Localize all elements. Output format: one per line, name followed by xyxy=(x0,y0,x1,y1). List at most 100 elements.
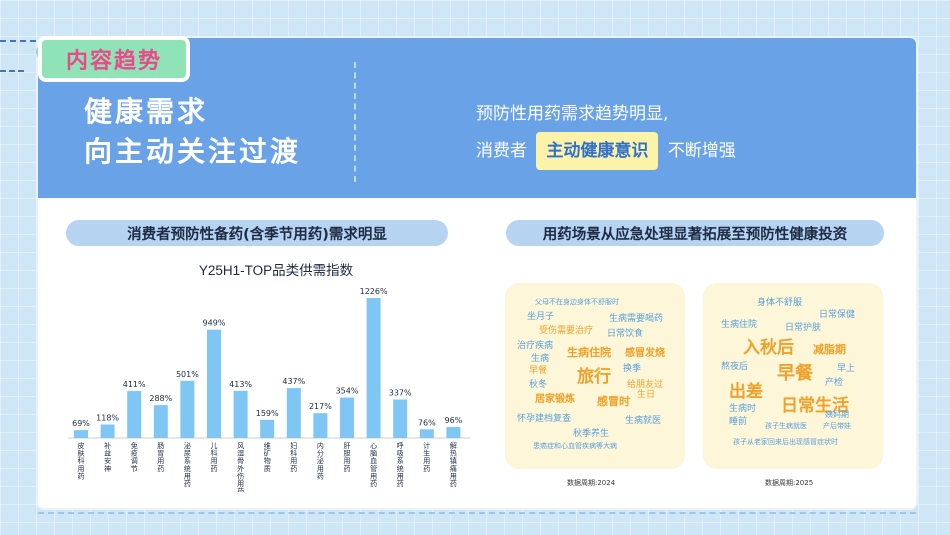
bar-计生用药 xyxy=(419,429,434,438)
category-label: 肝胆用药 xyxy=(344,442,351,473)
bar-value-label: 411% xyxy=(123,380,146,389)
cloud-word: 治疗疾病 xyxy=(517,341,554,351)
word-cloud-2024: 父母不在身边身体不舒服时 坐月子 生病需要喝药 受伤需要治疗 日常饮食 治疗疾病 生病住院感… xyxy=(505,283,685,469)
cloud-word: 日常生活 xyxy=(781,396,849,416)
subtitle-pre: 消费者 xyxy=(476,141,527,161)
cloud-word: 出差 xyxy=(729,382,763,402)
header-divider xyxy=(354,62,356,182)
bar-value-label: 159% xyxy=(256,409,279,418)
bar-肠胃用药 xyxy=(153,405,168,438)
cloud-word: 孩子从老家回来后出现感冒症状时 xyxy=(733,438,838,446)
bar-呼吸系统用药 xyxy=(393,399,408,438)
left-section-heading: 消费者预防性备药(含季节用药)需求明显 xyxy=(66,220,448,246)
subtitle-highlight: 主动健康意识 xyxy=(536,132,659,170)
cloud-word: 身体不舒服 xyxy=(757,298,803,308)
cloud-word: 入秋后 xyxy=(743,338,794,358)
cloud-word: 孩子生病就医 xyxy=(765,422,807,430)
decorative-stitch xyxy=(0,40,36,44)
bar-解热镇痛用药 xyxy=(446,427,461,438)
cloud-word: 生病 xyxy=(531,354,550,364)
bar-免疫调节 xyxy=(127,391,142,438)
bar-value-label: 949% xyxy=(203,319,226,328)
category-label: 补益安神 xyxy=(104,441,111,473)
cloud-word: 生病住院 xyxy=(721,320,758,330)
bar-value-label: 501% xyxy=(176,370,199,379)
cloud-word: 产后带娃 xyxy=(823,422,851,430)
category-label: 内分泌用药 xyxy=(317,441,324,480)
bar-儿科用药 xyxy=(207,329,221,438)
bar-value-label: 337% xyxy=(389,389,412,398)
main-title-line-2: 向主动关注过渡 xyxy=(84,135,302,168)
cloud-word: 日常保健 xyxy=(819,310,856,320)
bar-value-label: 437% xyxy=(282,377,305,386)
cloud-word: 熬夜后 xyxy=(721,362,749,372)
cloud-word: 生病就医 xyxy=(625,416,662,426)
cloud-word: 早上 xyxy=(837,364,856,374)
category-label: 计生用药 xyxy=(423,441,430,473)
bar-value-label: 1226% xyxy=(360,287,388,296)
bar-妇科用药 xyxy=(286,388,301,438)
category-label: 泌尿系统用药 xyxy=(184,441,191,488)
subtitle: 预防性用药需求趋势明显, 消费者 主动健康意识 不断增强 xyxy=(476,96,736,170)
bar-value-label: 96% xyxy=(445,416,463,425)
bar-value-label: 118% xyxy=(96,414,119,423)
cloud-word: 居家锻炼 xyxy=(535,394,575,405)
cloud-word: 秋季养生 xyxy=(573,429,610,439)
category-label: 呼吸系统用药 xyxy=(397,441,404,488)
cloud-word: 受伤需要治疗 xyxy=(539,326,594,336)
cloud-word: 患癌症和心血管疾病等大病 xyxy=(533,442,617,450)
bar-心脑血管用药 xyxy=(366,298,381,438)
bottom-stitch xyxy=(38,512,916,514)
category-label: 心脑血管用药 xyxy=(370,442,377,488)
bar-value-label: 217% xyxy=(309,402,332,411)
caption-2025: 数据周期:2025 xyxy=(765,479,814,487)
category-label: 免疫调节 xyxy=(131,441,138,473)
bar-value-label: 288% xyxy=(149,394,172,403)
right-section-heading: 用药场景从应急处理显著拓展至预防性健康投资 xyxy=(506,220,884,246)
cloud-word: 感冒时 xyxy=(597,395,630,408)
cloud-word: 产检 xyxy=(825,378,844,388)
category-label: 妇科用药 xyxy=(290,441,297,473)
cloud-word: 坐月子 xyxy=(527,312,555,322)
cloud-word: 姨妈期 xyxy=(825,410,849,419)
cloud-word: 日常饮食 xyxy=(607,329,644,339)
bar-泌尿系统用药 xyxy=(180,380,195,438)
cloud-word: 早餐 xyxy=(777,363,813,384)
category-label: 解热镇痛用药 xyxy=(450,441,457,488)
cloud-word: 怀孕建档复查 xyxy=(517,414,572,424)
bar-value-label: 354% xyxy=(336,387,359,396)
caption-2024: 数据周期:2024 xyxy=(567,479,616,487)
subtitle-post: 不断增强 xyxy=(667,141,736,161)
bar-value-label: 413% xyxy=(229,380,252,389)
main-title: 健康需求 向主动关注过渡 xyxy=(84,92,301,172)
cloud-word: 旅行 xyxy=(577,367,611,387)
cloud-word: 给朋友过 xyxy=(627,380,664,390)
cloud-word: 日常护肤 xyxy=(785,323,822,333)
main-title-line-1: 健康需求 xyxy=(84,95,209,128)
chart-title: Y25H1-TOP品类供需指数 xyxy=(198,263,354,278)
bar-皮肤科用药 xyxy=(74,430,88,438)
cloud-word: 早餐 xyxy=(529,366,548,376)
cloud-word: 睡前 xyxy=(729,417,748,427)
category-label: 维矿物质 xyxy=(264,441,271,473)
bar-补益安神 xyxy=(100,424,115,438)
supply-demand-bar-chart: 69% 皮肤科用药 118% 补益安神 411% 免疫调节 288% 肠胃用药 501% 泌尿系统… xyxy=(68,287,470,492)
subtitle-line-2: 消费者 主动健康意识 不断增强 xyxy=(476,132,736,170)
cloud-word: 秋冬 xyxy=(529,380,548,390)
decorative-stitch xyxy=(0,70,24,74)
word-cloud-2025: 身体不舒服日常保健生病住院 日常护肤入秋后 减脂期熬夜后 早餐 早上出差 产检日常生活 生病… xyxy=(703,283,883,469)
bar-value-label: 69% xyxy=(72,419,90,428)
category-label: 儿科用药 xyxy=(211,442,218,473)
cloud-word: 生日 xyxy=(637,390,656,400)
cloud-word: 生病时 xyxy=(729,404,757,414)
cloud-word: 换季 xyxy=(623,364,642,374)
cloud-word: 父母不在身边身体不舒服时 xyxy=(535,298,619,306)
cloud-word: 感冒发烧 xyxy=(625,348,665,359)
cloud-word: 生病需要喝药 xyxy=(609,314,664,324)
subtitle-line-1: 预防性用药需求趋势明显, xyxy=(476,104,669,124)
bar-内分泌用药 xyxy=(313,413,328,438)
category-label: 风湿骨外伤用药 xyxy=(237,442,244,492)
cloud-word: 减脂期 xyxy=(813,343,846,356)
cloud-word: 生病住院 xyxy=(567,346,611,359)
category-label: 皮肤科用药 xyxy=(78,441,85,480)
